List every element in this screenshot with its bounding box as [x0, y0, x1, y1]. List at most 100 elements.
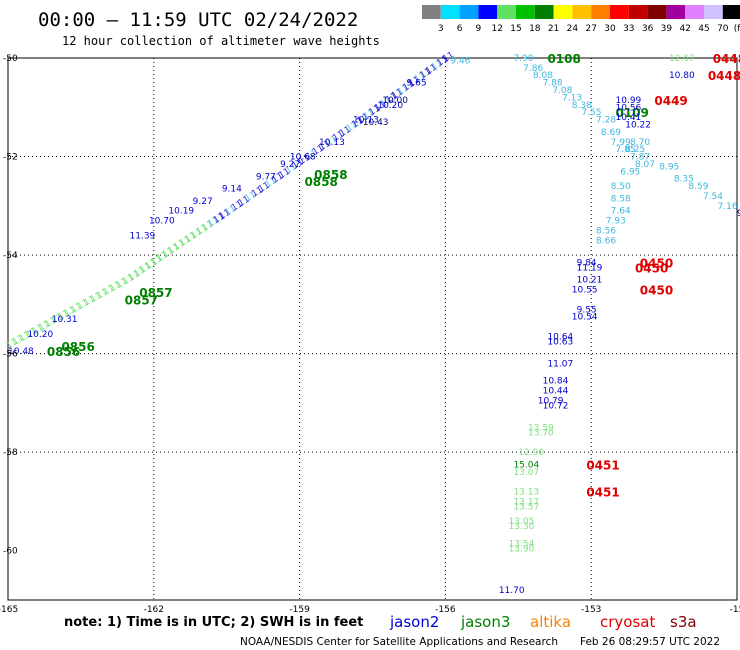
satellite-name: s3a — [670, 613, 697, 631]
track-mark: 11 — [69, 301, 84, 315]
legend-label: 21 — [548, 24, 559, 34]
legend-swatch — [666, 5, 686, 19]
wave-height-label: 10.13 — [319, 138, 345, 148]
legend-label: 33 — [623, 24, 634, 34]
track-mark: 11 — [435, 54, 450, 68]
track-mark: 11 — [132, 265, 147, 279]
legend-swatch — [722, 5, 740, 19]
wave-height-label: 8.50 — [611, 182, 631, 192]
track-mark: 11 — [178, 235, 193, 249]
wave-height-label: 7.13 — [562, 93, 582, 103]
wave-height-label: 13.17 — [513, 497, 539, 507]
pass-time-label: 0856 — [47, 345, 80, 359]
x-tick-label: -15 — [730, 605, 740, 615]
track-mark: 11 — [37, 319, 52, 333]
track-mark: 11 — [350, 116, 365, 130]
legend-swatch — [704, 5, 723, 19]
satellite-name: altika — [530, 613, 571, 631]
note-text: note: 1) Time is in UTC; 2) SWH is in fe… — [64, 615, 363, 630]
track-mark: 11 — [237, 195, 252, 209]
wave-height-label: 10.64 — [547, 332, 573, 342]
x-tick-label: -162 — [144, 605, 164, 615]
track-mark: 11 — [138, 261, 153, 275]
wave-height-label: 13.30 — [509, 522, 535, 532]
track-mark: 11 — [367, 104, 382, 118]
y-tick-label: -56 — [3, 350, 18, 360]
wave-height-label: 7.54 — [703, 192, 723, 202]
pass-time-label: 0450 — [640, 256, 673, 270]
legend-swatch — [685, 5, 704, 19]
wave-height-label: 9.27 — [280, 160, 300, 170]
track-mark: 11 — [297, 153, 312, 167]
track-mark: 11 — [407, 75, 422, 89]
track-mark: 11 — [201, 219, 216, 233]
track-mark: 11 — [243, 190, 258, 204]
track-mark: 11 — [331, 129, 346, 143]
wave-height-label: 10.63 — [547, 337, 573, 347]
legend-label: 27 — [585, 24, 596, 34]
track-mark: 11 — [43, 316, 58, 330]
y-tick-label: -54 — [3, 251, 18, 261]
wave-height-label: 13.70 — [528, 428, 554, 438]
track-mark: 11 — [338, 125, 353, 139]
y-tick-label: -52 — [3, 153, 18, 163]
track-mark: 11 — [379, 95, 394, 109]
wave-height-label: 8.58 — [611, 194, 631, 204]
track-mark: 11 — [441, 50, 456, 64]
wave-height-label: 10.72 — [543, 401, 569, 411]
track-mark: 11 — [17, 330, 32, 344]
wave-height-label: 9.14 — [222, 185, 242, 195]
wave-height-label: 12.90 — [518, 448, 544, 458]
track-mark: 11 — [291, 157, 306, 171]
wave-height-label: 10.44 — [543, 387, 569, 397]
track-mark: 11 — [24, 326, 39, 340]
pass-time-label: 0448 — [708, 69, 740, 83]
wave-height-label: 12.67 — [669, 54, 695, 64]
wave-height-label: 13.57 — [513, 502, 539, 512]
track-mark: 11 — [5, 337, 20, 351]
legend-swatch — [422, 5, 441, 19]
wave-height-label: 10.22 — [625, 121, 651, 131]
track-mark: 11 — [115, 276, 130, 290]
track-mark: 11 — [250, 185, 265, 199]
legend-label: 15 — [510, 24, 521, 34]
legend-label: 42 — [679, 24, 690, 34]
wave-height-label: 13.13 — [513, 488, 539, 498]
wave-height-label: 11.19 — [577, 263, 603, 273]
track-mark: 11 — [195, 223, 210, 237]
legend-label: 18 — [529, 24, 541, 34]
footer-credit: NOAA/NESDIS Center for Satellite Applica… — [240, 636, 558, 648]
track-mark: 11 — [257, 181, 272, 195]
wave-height-label: 10.13 — [353, 116, 379, 126]
track-mark: 11 — [324, 134, 339, 148]
track-mark: 11 — [155, 250, 170, 264]
legend-label: 45 — [698, 24, 709, 34]
wave-height-label: 10.00 — [382, 96, 408, 106]
track-mark: 11 — [356, 112, 371, 126]
legend-label: 3 — [438, 24, 444, 34]
wave-height-label: 7.85 — [616, 145, 636, 155]
track-mark: 11 — [161, 246, 176, 260]
wave-height-label: 10.55 — [572, 286, 598, 296]
pass-time-label: 0858 — [304, 175, 337, 189]
legend-label: 70 — [717, 24, 729, 34]
wave-height-label: 8.95 — [659, 162, 679, 172]
x-tick-label: -153 — [581, 605, 601, 615]
wave-height-label: 9.65 — [407, 79, 427, 89]
x-tick-label: -159 — [289, 605, 310, 615]
legend-swatch — [497, 5, 516, 19]
pass-time-label: 0858 — [314, 168, 347, 182]
legend-swatch — [553, 5, 573, 19]
pass-time-label: 0857 — [125, 293, 158, 307]
track-mark: 11 — [50, 312, 65, 326]
legend-label: 36 — [642, 24, 654, 34]
legend-unit: (ft) — [734, 24, 740, 34]
track-mark: 11 — [30, 323, 45, 337]
wave-height-label: 8.70 — [630, 138, 650, 148]
page-subtitle: 12 hour collection of altimeter wave hei… — [62, 34, 380, 48]
wave-height-label: 7.87 — [630, 153, 650, 163]
track-mark: 11 — [304, 148, 319, 162]
track-mark: 11 — [230, 199, 245, 213]
track-mark: 11 — [430, 59, 445, 73]
